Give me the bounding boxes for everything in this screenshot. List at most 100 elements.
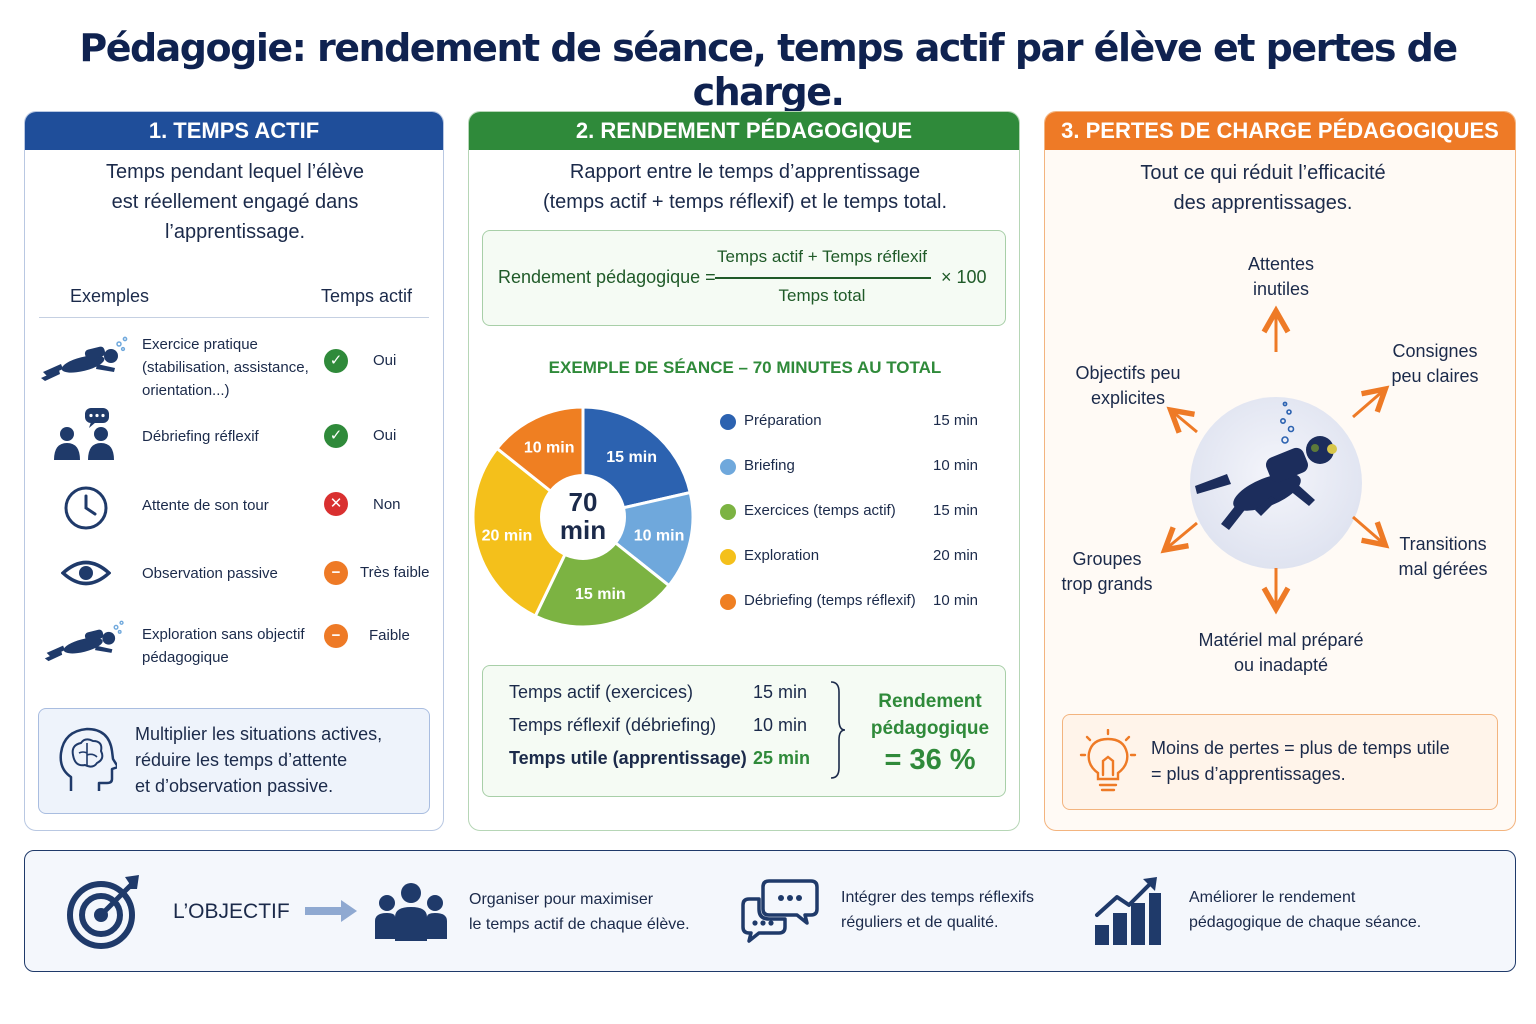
legend-swatch: [720, 414, 736, 430]
objective-line: réguliers et de qualité.: [841, 914, 999, 931]
tip-line: Multiplier les situations actives,: [135, 724, 383, 744]
clock-icon: [64, 486, 108, 530]
cause-line: Matériel mal préparé: [1198, 630, 1364, 650]
tip-line: = plus d’apprentissages.: [1151, 764, 1346, 784]
cause-line: Groupes: [1072, 549, 1142, 569]
objective-text: Améliorer le rendement pédagogique de ch…: [1189, 885, 1421, 935]
pie-slice-label: 15 min: [575, 586, 626, 603]
legend-value: 10 min: [933, 592, 979, 609]
example-label: Exploration sans objectif pédagogique: [142, 623, 305, 669]
legend-swatch: [720, 459, 736, 475]
cause-line: Consignes: [1392, 341, 1478, 361]
tip-box: Moins de pertes = plus de temps utile = …: [1062, 714, 1498, 810]
status-label: Non: [373, 496, 401, 513]
legend-label: Préparation: [744, 412, 822, 429]
legend-label: Exercices (temps actif): [744, 502, 896, 519]
cross-icon: ✕: [324, 492, 348, 516]
brain-head-icon: [59, 727, 117, 791]
eye-icon: [61, 560, 111, 586]
pie-slice-label: 10 min: [524, 440, 575, 457]
formula-factor: × 100: [941, 267, 987, 287]
tip-line: Moins de pertes = plus de temps utile: [1151, 738, 1450, 758]
panel-rendement: 2. RENDEMENT PÉDAGOGIQUE Rapport entre l…: [468, 111, 1020, 831]
result-line: pédagogique: [870, 718, 990, 739]
objective-text: Organiser pour maximiser le temps actif …: [469, 887, 690, 937]
tip-line: réduire les temps d’attente: [135, 750, 348, 770]
check-icon: ✓: [324, 349, 348, 373]
pie-center-label: 70 min: [541, 488, 625, 544]
panel-pertes: 3. PERTES DE CHARGE PÉDAGOGIQUES Tout ce…: [1044, 111, 1516, 831]
panel-description: Temps pendant lequel l’élève est réellem…: [25, 157, 443, 247]
group-icon: [375, 883, 447, 941]
tip-line: et d’observation passive.: [135, 776, 334, 796]
objective-label: L’OBJECTIF: [173, 900, 290, 923]
pie-slice-label: 10 min: [634, 527, 685, 544]
status-label: Très faible: [360, 564, 430, 581]
chat-icon: [741, 879, 819, 943]
legend-swatch: [720, 549, 736, 565]
example-line: Exploration sans objectif: [142, 626, 305, 643]
cause-label: Groupes trop grands: [1051, 547, 1163, 597]
pie-slice: [471, 446, 585, 619]
objective-line: pédagogique de chaque séance.: [1189, 914, 1422, 931]
cause-label: Matériel mal préparé ou inadapté: [1171, 628, 1391, 678]
panel-heading: 3. PERTES DE CHARGE PÉDAGOGIQUES: [1045, 112, 1515, 150]
example-line: orientation...): [142, 382, 230, 399]
objective-line: le temps actif de chaque élève.: [469, 916, 690, 933]
summary-label: Temps actif (exercices): [509, 682, 694, 702]
summary-label: Temps réflexif (débriefing): [509, 715, 717, 735]
fraction-bar: [715, 277, 931, 279]
example-label: Exercice pratique (stabilisation, assist…: [142, 333, 309, 402]
objective-line: Intégrer des temps réflexifs: [841, 889, 1034, 906]
legend-value: 20 min: [933, 547, 979, 564]
pie-chart: 15 min 10 min 15 min 20 min 10 min: [471, 405, 695, 629]
legend-value: 10 min: [933, 457, 979, 474]
tip-box: Multiplier les situations actives, rédui…: [38, 708, 430, 814]
cause-line: Objectifs peu: [1075, 363, 1181, 383]
example-label: Observation passive: [142, 562, 278, 585]
desc-line: Temps pendant lequel l’élève: [106, 161, 364, 183]
pie-slice-label: 15 min: [606, 449, 657, 466]
tip-text: Multiplier les situations actives, rédui…: [135, 721, 382, 799]
cause-line: Attentes: [1247, 254, 1315, 274]
desc-line: Tout ce qui réduit l’efficacité: [1140, 162, 1386, 184]
pie-center-unit: min: [559, 515, 607, 545]
summary-box: Temps actif (exercices) 15 min Temps réf…: [482, 665, 1006, 797]
legend-swatch: [720, 504, 736, 520]
pie-center-value: 70: [568, 487, 598, 517]
arrow-right-icon: [305, 900, 357, 922]
legend-label: Exploration: [744, 547, 820, 564]
objective-text: Intégrer des temps réflexifs réguliers e…: [841, 885, 1034, 935]
panel-description: Tout ce qui réduit l’efficacité des appr…: [1045, 158, 1481, 218]
target-icon: [67, 875, 139, 949]
example-line: Attente de son tour: [142, 497, 269, 514]
formula-label: Rendement pédagogique =: [498, 267, 716, 287]
legend-label: Débriefing (temps réflexif): [744, 592, 916, 609]
example-line: Observation passive: [142, 565, 278, 582]
diver-icon: [41, 336, 128, 381]
result-line: Rendement: [878, 691, 982, 712]
panel-heading: 2. RENDEMENT PÉDAGOGIQUE: [469, 112, 1019, 150]
cause-label: Transitions mal gérées: [1381, 532, 1505, 582]
objective-bar: L’OBJECTIF Organiser pour maximiser le t…: [24, 850, 1516, 972]
cause-line: trop grands: [1061, 574, 1153, 594]
example-label: Débriefing réflexif: [142, 425, 259, 448]
desc-line: des apprentissages.: [1173, 192, 1353, 214]
formula-numerator: Temps actif + Temps réflexif: [717, 247, 927, 266]
formula-box: Rendement pédagogique = Temps actif + Te…: [482, 230, 1006, 326]
result-label: Rendement pédagogique: [853, 688, 1007, 742]
desc-line: Rapport entre le temps d’apprentissage: [569, 161, 921, 183]
formula-denominator: Temps total: [778, 286, 866, 305]
cause-label: Attentes inutiles: [1195, 252, 1367, 302]
page-title: Pédagogie: rendement de séance, temps ac…: [79, 26, 1458, 114]
minus-icon: −: [324, 561, 348, 585]
cause-line: Transitions: [1399, 534, 1487, 554]
status-label: Faible: [369, 627, 410, 644]
cause-line: mal gérées: [1398, 559, 1488, 579]
panel-description: Rapport entre le temps d’apprentissage (…: [469, 157, 1019, 217]
check-icon: ✓: [324, 424, 348, 448]
example-line: Exercice pratique: [142, 336, 258, 353]
cause-line: ou inadapté: [1233, 655, 1329, 675]
cause-label: Consignes peu claires: [1375, 339, 1495, 389]
brace-icon: [830, 681, 846, 779]
